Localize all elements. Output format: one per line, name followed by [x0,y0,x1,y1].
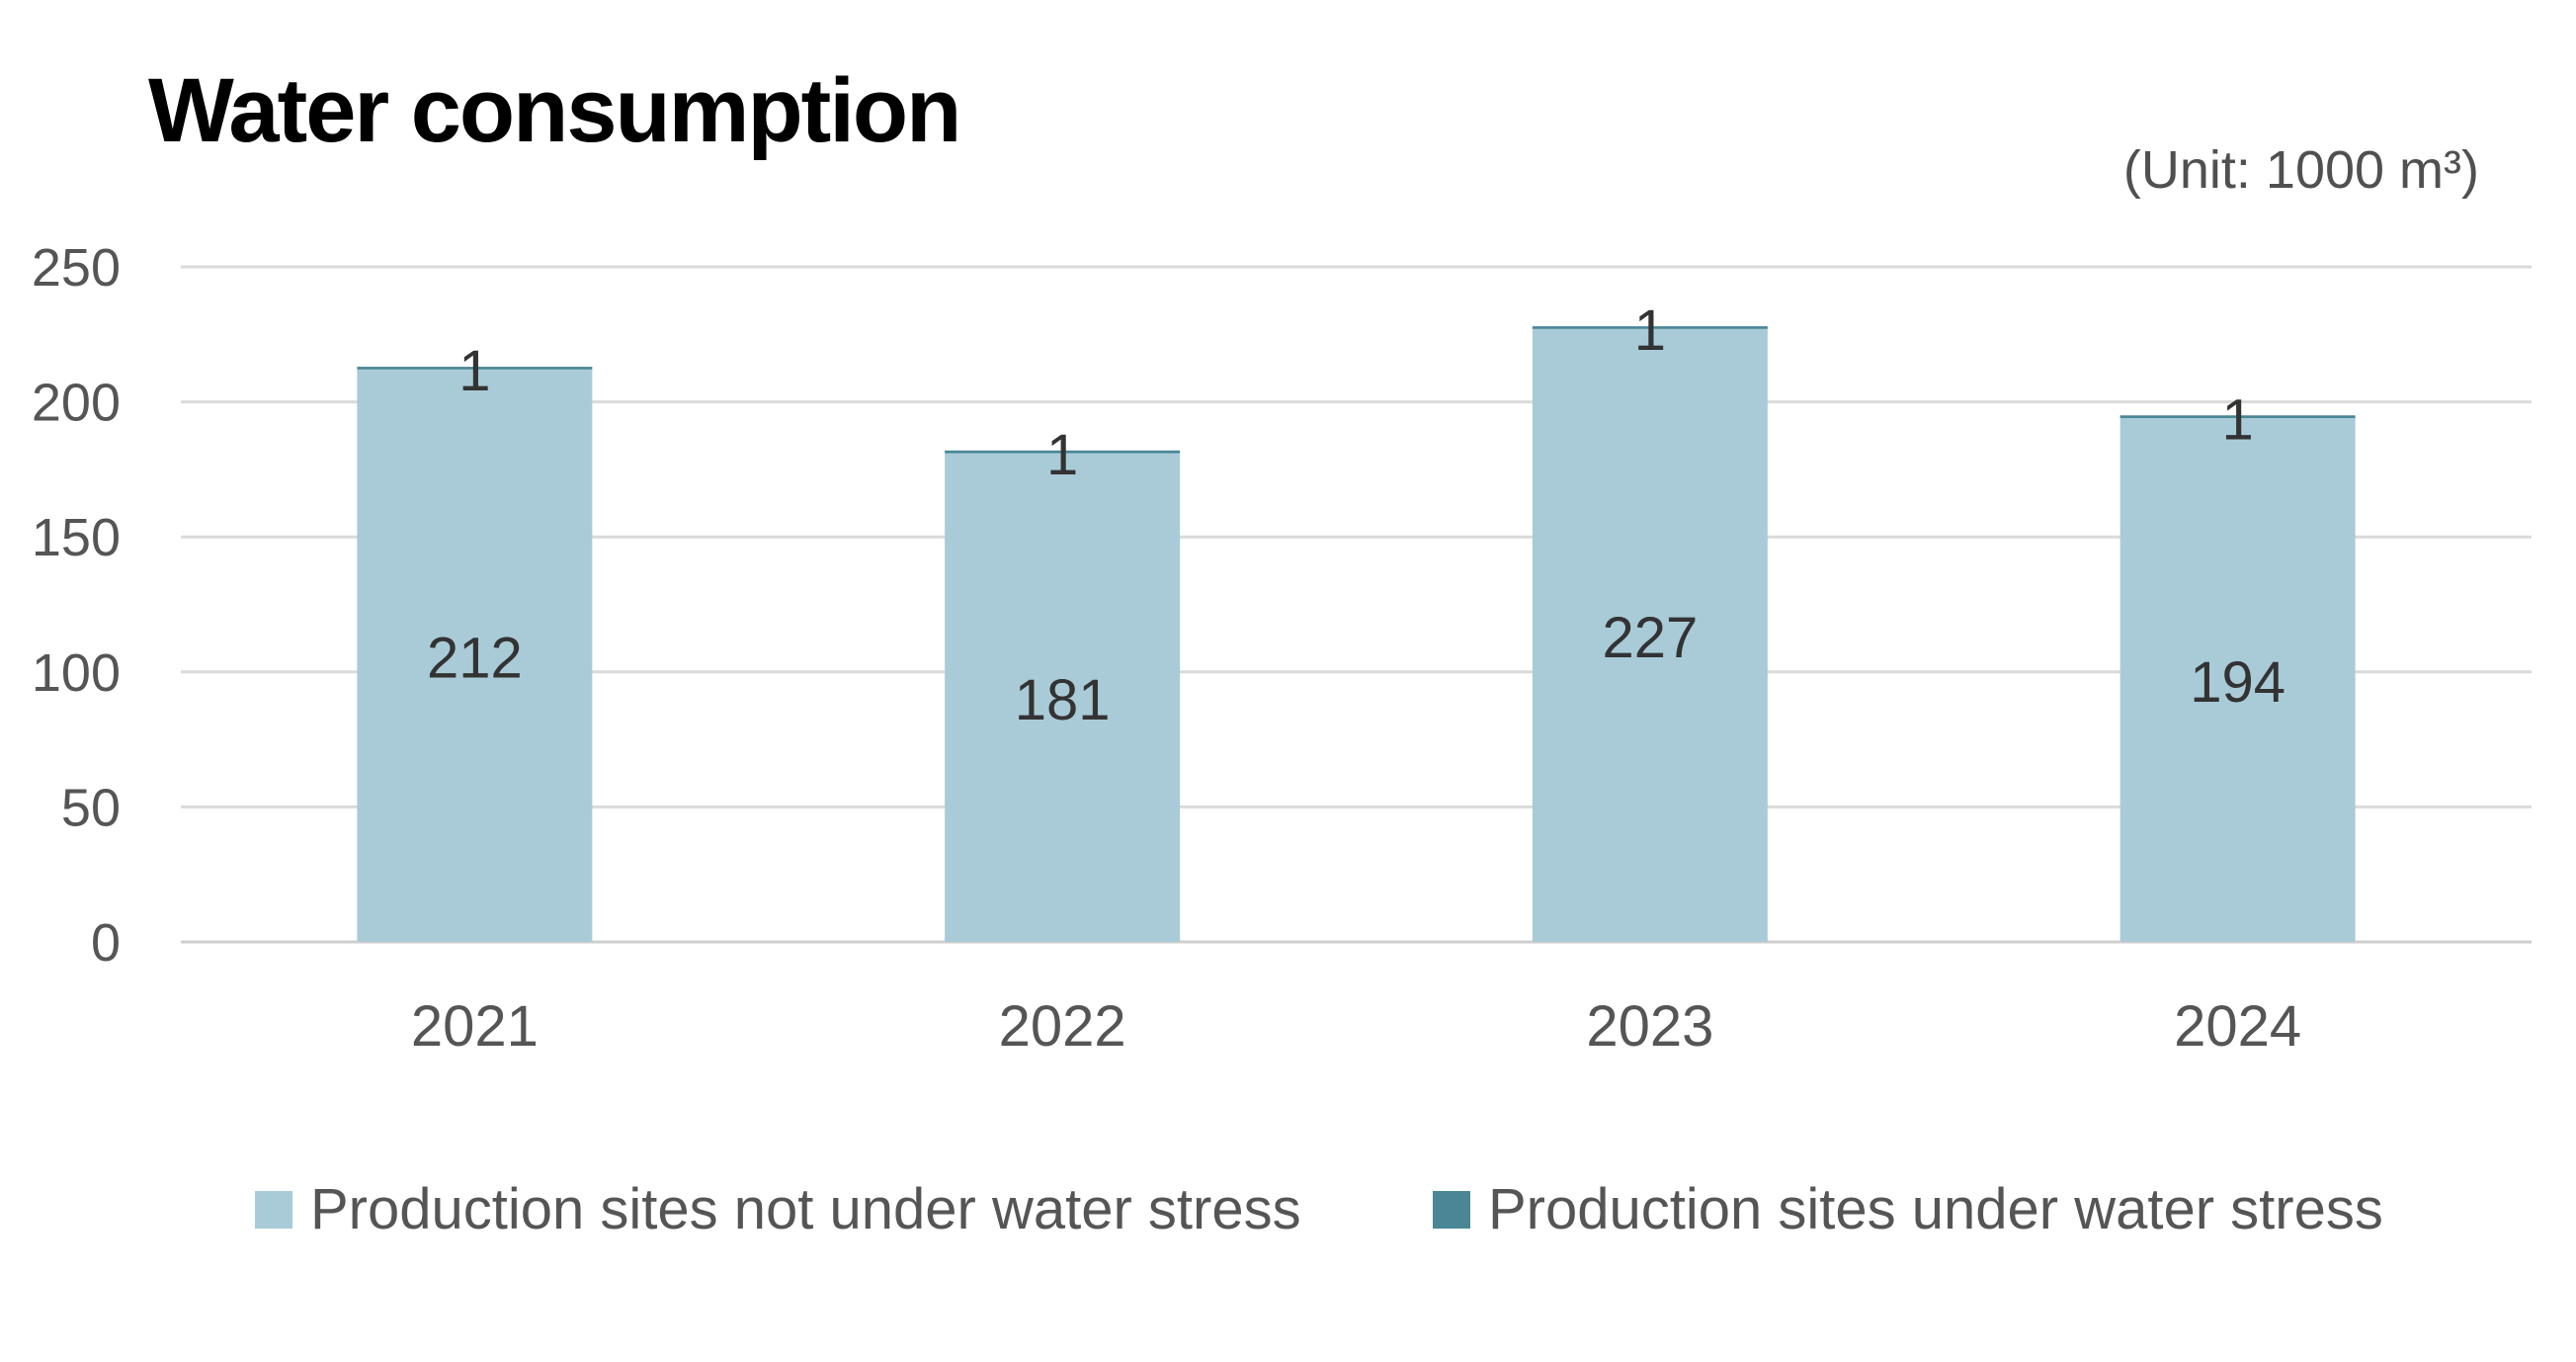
x-tick-label: 2024 [2174,994,2301,1059]
x-tick-label: 2021 [411,994,539,1059]
data-label-under-stress: 1 [2221,387,2253,452]
bar-under-stress [357,367,593,370]
y-tick-label: 100 [32,643,121,703]
data-label-not-under-stress: 212 [427,626,523,690]
data-label-not-under-stress: 181 [1015,668,1111,732]
data-label-under-stress: 1 [458,339,490,403]
y-tick-label: 50 [61,778,121,837]
y-tick-label: 150 [32,508,121,567]
y-tick-label: 200 [32,374,121,433]
data-label-not-under-stress: 194 [2190,650,2285,715]
y-tick-label: 250 [32,238,121,298]
bar-under-stress [1532,326,1768,329]
bar-not-under-stress [1532,328,1768,942]
x-tick-label: 2022 [999,994,1126,1059]
data-label-under-stress: 1 [1634,298,1666,363]
legend-label-not-under-stress: Production sites not under water stress [310,1177,1301,1241]
bar-not-under-stress [2119,417,2356,942]
x-tick-label: 2023 [1586,994,1713,1059]
bar-not-under-stress [357,369,593,942]
y-tick-label: 0 [91,913,121,973]
legend-item-not-under-stress: Production sites not under water stress [255,1181,1301,1238]
bar-under-stress [945,450,1181,454]
chart-title: Water consumption [148,60,961,161]
legend-swatch-not-under-stress [255,1191,292,1229]
data-label-not-under-stress: 227 [1602,606,1698,670]
legend-label-under-stress: Production sites under water stress [1488,1177,2383,1241]
bar-under-stress [2119,415,2356,418]
legend-item-under-stress: Production sites under water stress [1433,1181,2383,1238]
bar-not-under-stress [945,453,1181,942]
unit-label: (Unit: 1000 m³) [2122,140,2479,200]
legend-swatch-under-stress [1433,1191,1470,1229]
data-label-under-stress: 1 [1046,423,1078,487]
